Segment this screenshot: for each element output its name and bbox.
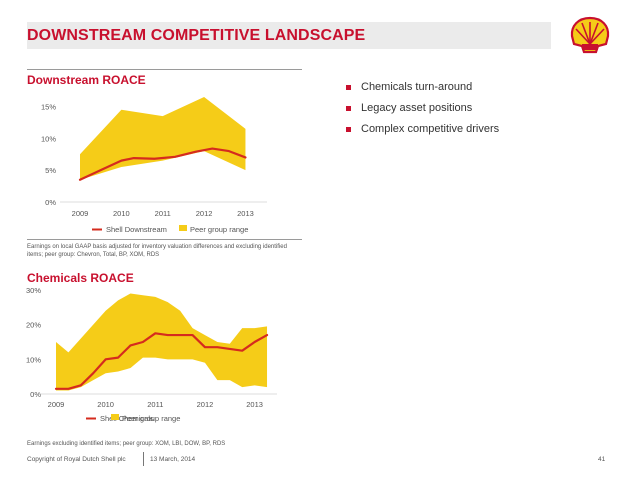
chemicals-y-tick-label: 10% <box>26 355 41 364</box>
bullet-square-icon <box>346 85 351 90</box>
downstream-x-tick-label: 2012 <box>196 209 213 218</box>
downstream-x-tick-label: 2011 <box>155 209 171 218</box>
downstream-x-tick-label: 2013 <box>237 209 254 218</box>
downstream-bottom-rule <box>27 239 302 240</box>
chemicals-shell-line <box>54 332 269 390</box>
header-bar <box>27 22 551 49</box>
bullet-item: Legacy asset positions <box>346 98 499 119</box>
bullet-text: Chemicals turn-around <box>361 81 473 93</box>
chemicals-x-tick-label: 2012 <box>197 400 214 409</box>
downstream-y-tick-label: 0% <box>45 198 56 207</box>
downstream-chart-title: Downstream ROACE <box>27 73 146 87</box>
chemicals-x-tick-label: 2010 <box>97 400 114 409</box>
chemicals-peer-band <box>56 293 268 391</box>
chemicals-note: Earnings excluding identified items; pee… <box>27 441 226 447</box>
bullet-item: Complex competitive drivers <box>346 119 499 140</box>
downstream-y-tick-label: 5% <box>45 166 56 175</box>
downstream-legend-line-label: Shell Downstream <box>106 225 167 234</box>
bullet-text: Complex competitive drivers <box>361 123 500 135</box>
chemicals-x-tick-label: 2011 <box>147 400 163 409</box>
downstream-note: Earnings on local GAAP basis adjusted fo… <box>27 244 287 258</box>
downstream-roace-chart: 0% 5% 10% 15% 2009 2010 2011 2012 2013 Shell Down… <box>41 97 267 234</box>
downstream-legend-band-swatch <box>179 225 187 231</box>
chemicals-roace-chart: 0% 10% 20% 30% 2009 2010 2011 2012 2013 Shell Che… <box>26 286 277 423</box>
footer-date: 13 March, 2014 <box>150 456 196 463</box>
chemicals-x-tick-label: 2009 <box>48 400 65 409</box>
chemicals-y-tick-label: 20% <box>26 321 41 330</box>
bullet-item: Chemicals turn-around <box>346 77 499 98</box>
page-title: DOWNSTREAM COMPETITIVE LANDSCAPE <box>27 27 366 44</box>
downstream-y-tick-label: 10% <box>41 134 56 143</box>
chemicals-legend-band-swatch <box>111 414 119 420</box>
downstream-peer-band <box>80 97 246 180</box>
bullet-text: Legacy asset positions <box>361 102 473 114</box>
chemicals-x-tick-label: 2013 <box>246 400 263 409</box>
page-number: 41 <box>598 456 606 463</box>
downstream-x-tick-label: 2010 <box>113 209 130 218</box>
downstream-y-tick-label: 15% <box>41 103 56 112</box>
chemicals-chart-title: Chemicals ROACE <box>27 271 134 285</box>
bullet-square-icon <box>346 127 351 132</box>
footer-copyright: Copyright of Royal Dutch Shell plc <box>27 456 126 463</box>
downstream-legend-band-label: Peer group range <box>190 225 248 234</box>
chemicals-legend-line-label: Shell Chemicals <box>100 414 154 423</box>
chemicals-y-tick-label: 30% <box>26 286 41 295</box>
downstream-shell-line <box>78 147 247 181</box>
key-points-list: Chemicals turn-around Legacy asset posit… <box>346 77 499 140</box>
chemicals-y-tick-label: 0% <box>30 390 41 399</box>
bullet-square-icon <box>346 106 351 111</box>
footer-separator <box>143 452 144 466</box>
downstream-x-tick-label: 2009 <box>72 209 89 218</box>
downstream-top-rule <box>27 69 302 70</box>
chemicals-legend-band-label: Peer group range <box>122 414 180 423</box>
shell-logo-icon <box>570 16 610 54</box>
